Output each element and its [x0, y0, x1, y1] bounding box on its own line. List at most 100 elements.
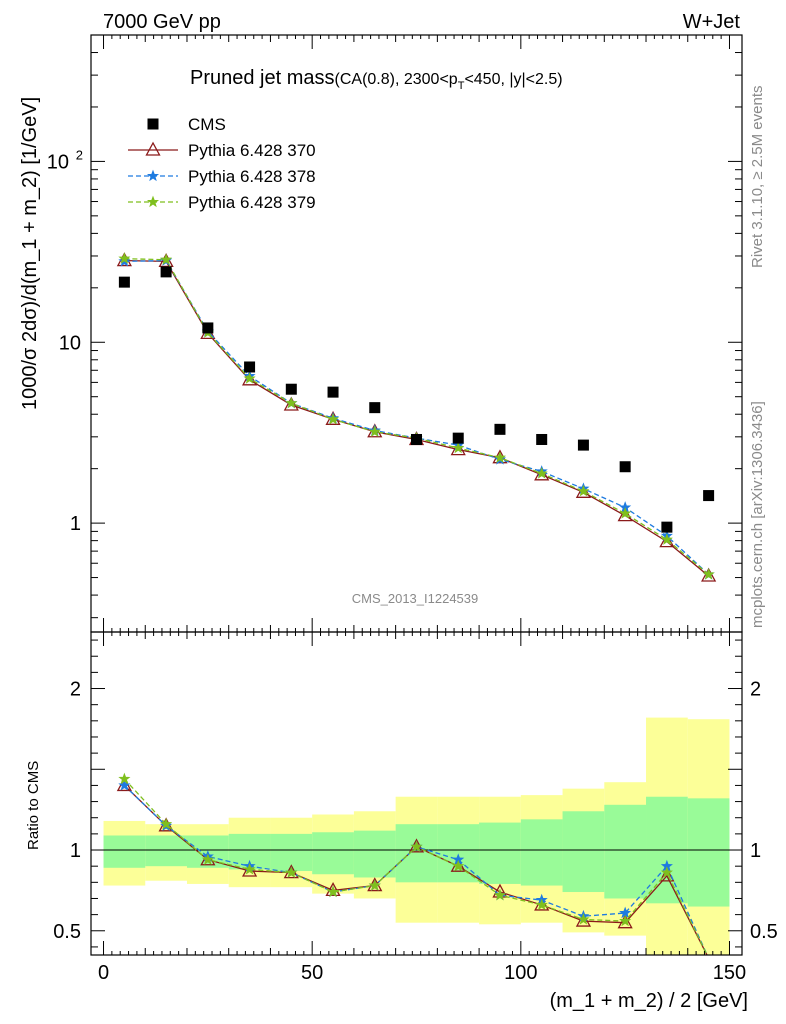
y-tick-label: 2 — [70, 679, 81, 701]
data-point — [577, 913, 590, 925]
x-tick-label: 0 — [98, 962, 109, 984]
y-tick-label: 10 — [47, 151, 69, 173]
data-point — [452, 432, 464, 444]
data-point — [577, 484, 590, 497]
header-energy-label: 7000 GeV pp — [103, 11, 221, 33]
data-point — [617, 507, 633, 522]
analysis-watermark: CMS_2013_I1224539 — [352, 591, 479, 606]
uncertainty-band-stat — [520, 819, 563, 886]
data-point — [452, 859, 465, 872]
rivet-version-label: Rivet 3.1.10, ≥ 2.5M events — [749, 86, 766, 269]
legend-label: Pythia 6.428 370 — [188, 141, 316, 160]
data-point — [118, 252, 131, 264]
data-point — [368, 425, 381, 437]
data-point — [285, 396, 298, 409]
header-process-label: W+Jet — [683, 11, 741, 33]
ratio-panel — [90, 631, 743, 956]
y-tick-label-right: 2 — [750, 679, 761, 701]
data-point — [118, 772, 131, 785]
y-tick-label-right: 1 — [750, 840, 761, 862]
uncertainty-band-stat — [103, 835, 146, 868]
data-point — [535, 467, 548, 479]
series-line — [124, 259, 710, 577]
data-point — [660, 866, 673, 878]
data-point — [617, 914, 633, 929]
data-point — [619, 507, 632, 519]
data-point — [703, 490, 715, 502]
data-point — [118, 276, 130, 288]
title-main: Pruned jet mass — [190, 67, 335, 89]
y-tick-label: 1 — [70, 840, 81, 862]
ratio-y-axis-label: Ratio to CMS — [25, 761, 42, 850]
data-point — [452, 441, 465, 454]
data-point — [325, 882, 341, 897]
data-point — [243, 372, 256, 384]
series-line — [124, 257, 710, 575]
data-point — [244, 361, 256, 373]
data-point — [118, 779, 131, 791]
uncertainty-band-stat — [437, 824, 480, 883]
data-point — [534, 466, 550, 481]
plot-title: Pruned jet mass(CA(0.8), 2300<pT<450, |y… — [190, 67, 563, 92]
title-sub-subscript: T — [458, 80, 465, 92]
legend-item: CMS — [147, 115, 226, 134]
data-point — [160, 817, 173, 830]
x-axis-label: (m_1 + m_2) / 2 [GeV] — [550, 990, 748, 1012]
legend-item: Pythia 6.428 378 — [128, 167, 316, 186]
data-point — [661, 521, 673, 533]
data-point — [326, 412, 340, 425]
uncertainty-band-stat — [604, 804, 647, 899]
uncertainty-band-stat — [145, 835, 187, 867]
legend-label: CMS — [188, 115, 226, 134]
title-sub-post: <450, |y|<2.5) — [464, 71, 562, 88]
data-point — [326, 885, 340, 898]
data-point — [327, 386, 339, 398]
data-point — [493, 888, 507, 901]
data-point — [702, 568, 715, 580]
data-point — [577, 439, 589, 451]
uncertainty-band-stat — [479, 822, 521, 884]
uncertainty-band-stat — [687, 798, 730, 907]
data-point — [619, 914, 632, 927]
x-tick-label: 100 — [504, 962, 537, 984]
data-point — [659, 867, 675, 882]
data-point — [619, 461, 631, 473]
data-point — [701, 567, 717, 582]
data-point — [202, 322, 214, 334]
uncertainty-band-stat — [353, 830, 396, 878]
data-point — [285, 383, 297, 395]
data-point — [160, 266, 172, 278]
legend-marker — [146, 169, 160, 182]
y-tick-label-right: 0.5 — [750, 921, 778, 943]
legend: CMS Pythia 6.428 370 Pythia 6.428 378 Pythi… — [128, 115, 316, 212]
legend-marker — [146, 195, 160, 208]
data-point — [368, 879, 381, 891]
title-sub-pre: (CA(0.8), 2300<p — [335, 71, 458, 88]
legend-item: Pythia 6.428 379 — [128, 193, 316, 212]
data-point — [411, 433, 422, 445]
uncertainty-band-stat — [312, 832, 354, 875]
data-point — [369, 402, 381, 414]
data-point — [660, 533, 673, 545]
series-line — [124, 259, 710, 575]
y-tick-label: 0.5 — [53, 921, 81, 943]
data-point — [243, 863, 256, 875]
data-point — [535, 898, 548, 911]
legend-label: Pythia 6.428 378 — [188, 167, 316, 186]
data-point — [201, 853, 214, 865]
legend-item: Pythia 6.428 370 — [128, 141, 316, 160]
y-tick-label-exponent: 2 — [76, 147, 83, 162]
data-point — [493, 451, 507, 463]
legend-marker — [147, 118, 159, 130]
y-tick-label: 10 — [59, 332, 81, 354]
x-tick-label: 50 — [301, 962, 323, 984]
uncertainty-band-stat — [562, 811, 605, 893]
mcplots-label: mcplots.cern.ch [arXiv:1306.3436] — [749, 401, 766, 628]
ratio-frame — [90, 631, 743, 956]
x-tick-label: 150 — [713, 962, 746, 984]
legend-marker — [145, 141, 161, 156]
data-point — [536, 433, 548, 445]
data-point — [283, 396, 299, 411]
y-tick-label: 1 — [70, 513, 81, 535]
